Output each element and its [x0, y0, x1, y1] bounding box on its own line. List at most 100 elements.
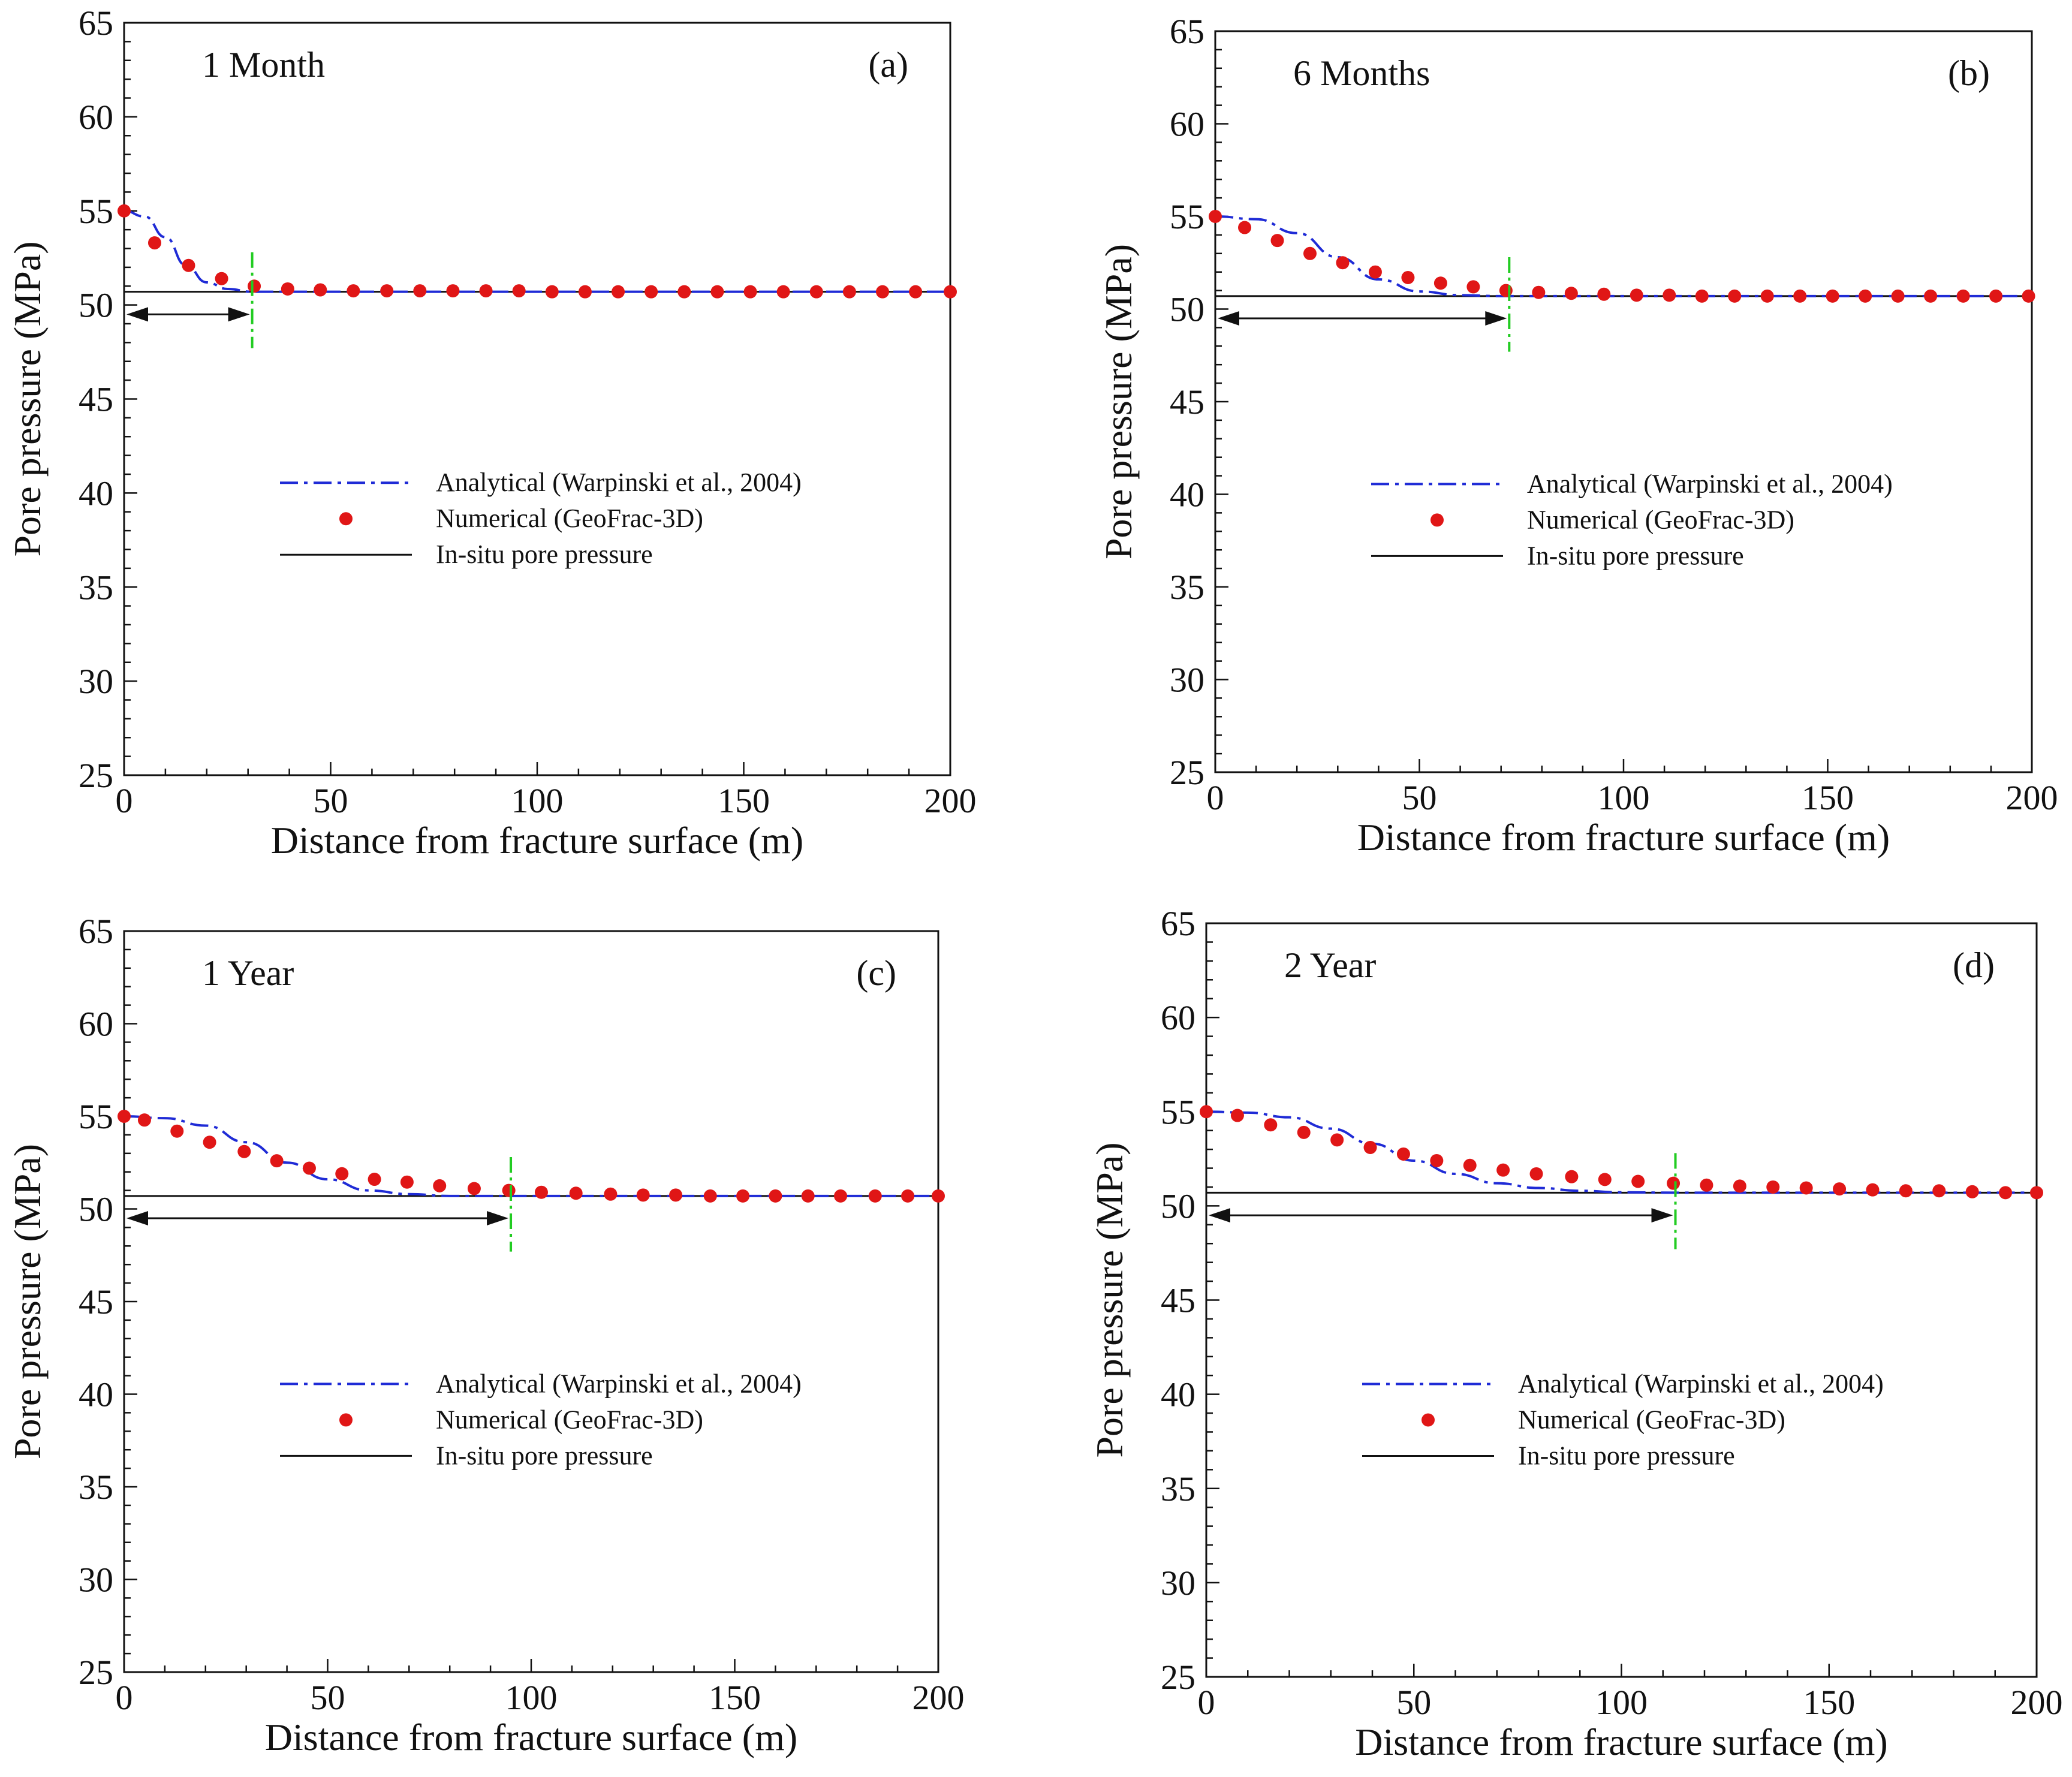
numerical-point [1700, 1178, 1713, 1192]
numerical-point [1733, 1179, 1746, 1193]
numerical-point [1200, 1105, 1213, 1119]
y-tick-label: 40 [79, 1375, 113, 1414]
legend-numerical-label: Numerical (GeoFrac-3D) [436, 1405, 703, 1434]
numerical-point [1956, 289, 1970, 303]
numerical-point [1899, 1184, 1913, 1198]
numerical-point [1766, 1180, 1780, 1194]
numerical-point [944, 285, 957, 299]
y-tick-label: 25 [1161, 1658, 1195, 1697]
numerical-point [182, 258, 195, 272]
numerical-point [604, 1187, 618, 1201]
numerical-point [1859, 289, 1872, 303]
x-axis-title: Distance from fracture surface (m) [1355, 1721, 1887, 1763]
numerical-point [347, 284, 360, 298]
influence-arrow-head-left [127, 1210, 148, 1225]
numerical-point [446, 284, 460, 298]
y-tick-label: 60 [79, 1005, 113, 1044]
y-axis-title: Pore pressure (MPa) [1088, 1142, 1131, 1457]
numerical-point [636, 1188, 650, 1202]
numerical-point [769, 1189, 782, 1203]
influence-arrow-head-left [1209, 1208, 1230, 1223]
numerical-point [335, 1167, 349, 1180]
numerical-point [1891, 289, 1905, 303]
numerical-point [1564, 287, 1578, 300]
y-tick-label: 50 [1170, 290, 1204, 329]
numerical-point [203, 1136, 216, 1149]
numerical-point [479, 284, 493, 298]
panel-title: 1 Year [202, 953, 294, 993]
x-tick-label: 150 [1802, 778, 1854, 817]
x-tick-label: 200 [2011, 1683, 2063, 1722]
x-tick-label: 200 [912, 1678, 965, 1717]
numerical-point [368, 1173, 381, 1186]
numerical-point [1695, 289, 1709, 303]
numerical-point [1396, 1147, 1410, 1161]
y-tick-label: 50 [79, 286, 113, 325]
y-tick-label: 25 [79, 1653, 113, 1692]
numerical-point [901, 1189, 915, 1203]
y-tick-label: 65 [1161, 904, 1195, 943]
numerical-point [1499, 284, 1513, 297]
legend-numerical-swatch [1430, 513, 1444, 527]
numerical-point [1230, 1109, 1244, 1122]
numerical-point [834, 1189, 848, 1203]
numerical-point [1826, 289, 1839, 303]
y-axis-title: Pore pressure (MPa) [6, 241, 49, 556]
legend-insitu-label: In-situ pore pressure [1527, 541, 1744, 570]
legend-numerical-swatch [339, 512, 353, 526]
y-tick-label: 25 [1170, 753, 1204, 792]
legend-numerical-swatch [1422, 1413, 1435, 1427]
y-tick-label: 55 [1161, 1092, 1195, 1131]
numerical-point [281, 282, 294, 296]
numerical-point [1466, 280, 1480, 294]
numerical-point [842, 285, 856, 299]
numerical-point [736, 1189, 750, 1203]
y-tick-label: 30 [79, 662, 113, 701]
numerical-point [1565, 1170, 1579, 1183]
y-tick-label: 35 [1170, 568, 1204, 607]
chart-panel-a: 25 30 35 40 45 50 55 60 65 0 50 100 150 200 Distance f… [6, 4, 977, 862]
x-tick-label: 150 [709, 1678, 761, 1717]
y-tick-label: 55 [79, 1097, 113, 1136]
numerical-point [1264, 1118, 1278, 1132]
x-tick-label: 100 [1598, 778, 1650, 817]
panel-title: 2 Year [1284, 945, 1376, 985]
numerical-point [400, 1175, 414, 1189]
influence-arrow-head-right [487, 1210, 509, 1225]
y-tick-label: 40 [79, 474, 113, 513]
y-tick-label: 45 [79, 380, 113, 419]
numerical-point [1209, 210, 1222, 223]
x-axis-title: Distance from fracture surface (m) [1357, 816, 1890, 859]
y-tick-label: 65 [1170, 12, 1204, 51]
numerical-point [1631, 1174, 1645, 1188]
numerical-point [703, 1189, 717, 1203]
y-tick-label: 45 [79, 1282, 113, 1321]
numerical-point [302, 1161, 316, 1175]
x-tick-label: 50 [311, 1678, 345, 1717]
numerical-point [1433, 276, 1447, 290]
numerical-point [710, 285, 724, 299]
legend-insitu-label: In-situ pore pressure [436, 540, 653, 569]
numerical-point [2022, 289, 2035, 303]
numerical-point [569, 1186, 583, 1200]
y-tick-label: 60 [1170, 105, 1204, 144]
y-tick-label: 50 [79, 1190, 113, 1229]
numerical-point [1866, 1183, 1880, 1197]
numerical-point [1924, 289, 1938, 303]
numerical-point [932, 1189, 945, 1203]
y-tick-label: 50 [1161, 1186, 1195, 1225]
numerical-point [1999, 1186, 2013, 1200]
numerical-point [1463, 1158, 1477, 1172]
numerical-point [1363, 1140, 1377, 1154]
y-tick-label: 35 [1161, 1469, 1195, 1508]
analytical-curve [1215, 215, 2032, 297]
numerical-point [1598, 1173, 1612, 1186]
chart-panel-d: 25 30 35 40 45 50 55 60 65 0 50 100 150 200 Distance f… [1088, 904, 2063, 1763]
x-tick-label: 100 [511, 781, 564, 820]
y-tick-label: 30 [79, 1561, 113, 1600]
x-tick-label: 100 [505, 1678, 558, 1717]
influence-arrow-head-right [228, 307, 250, 322]
x-tick-label: 200 [924, 781, 977, 820]
numerical-point [1597, 287, 1611, 301]
numerical-point [809, 285, 823, 299]
